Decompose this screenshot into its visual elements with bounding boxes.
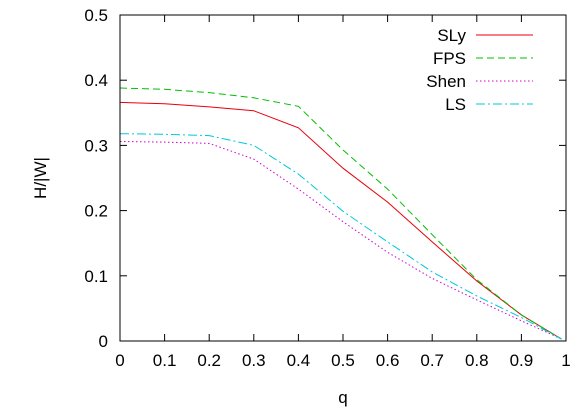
y-tick-label: 0.5 <box>84 6 108 25</box>
series-line-fps <box>119 87 562 340</box>
y-axis-title: H/|W| <box>31 157 50 199</box>
x-tick-label: 0.9 <box>510 351 534 370</box>
legend-label-shen: Shen <box>426 72 466 91</box>
series-layer <box>119 87 562 340</box>
x-tick-label: 0.5 <box>331 351 355 370</box>
x-tick-label: 0.3 <box>242 351 266 370</box>
legend-label-ls: LS <box>445 95 466 114</box>
legend-label-fps: FPS <box>433 49 466 68</box>
series-line-sly <box>119 101 562 340</box>
x-tick-label: 0.1 <box>153 351 177 370</box>
legend: SLy FPS Shen LS <box>426 26 533 114</box>
x-tick-label: 0.8 <box>465 351 489 370</box>
series-line-ls <box>119 133 562 340</box>
y-tick-label: 0.3 <box>84 136 108 155</box>
legend-label-sly: SLy <box>437 26 466 45</box>
x-tick-label: 0.7 <box>420 351 444 370</box>
series-line-shen <box>119 141 562 340</box>
x-tick-label: 0.6 <box>376 351 400 370</box>
x-tick-label: 0 <box>115 351 124 370</box>
ticks-layer: 0 0.1 0.2 0.3 0.4 0.5 0.6 0.7 0.8 0.9 1 0 0.1 0.2 0.3 0… <box>84 6 570 370</box>
y-tick-label: 0.4 <box>84 71 108 90</box>
x-axis-title: q <box>338 388 347 407</box>
y-tick-label: 0.1 <box>84 267 108 286</box>
plot-frame <box>119 14 567 342</box>
y-tick-label: 0 <box>99 332 108 351</box>
x-tick-label: 0.4 <box>287 351 311 370</box>
y-tick-label: 0.2 <box>84 202 108 221</box>
x-tick-label: 0.2 <box>197 351 221 370</box>
x-tick-label: 1 <box>561 351 570 370</box>
